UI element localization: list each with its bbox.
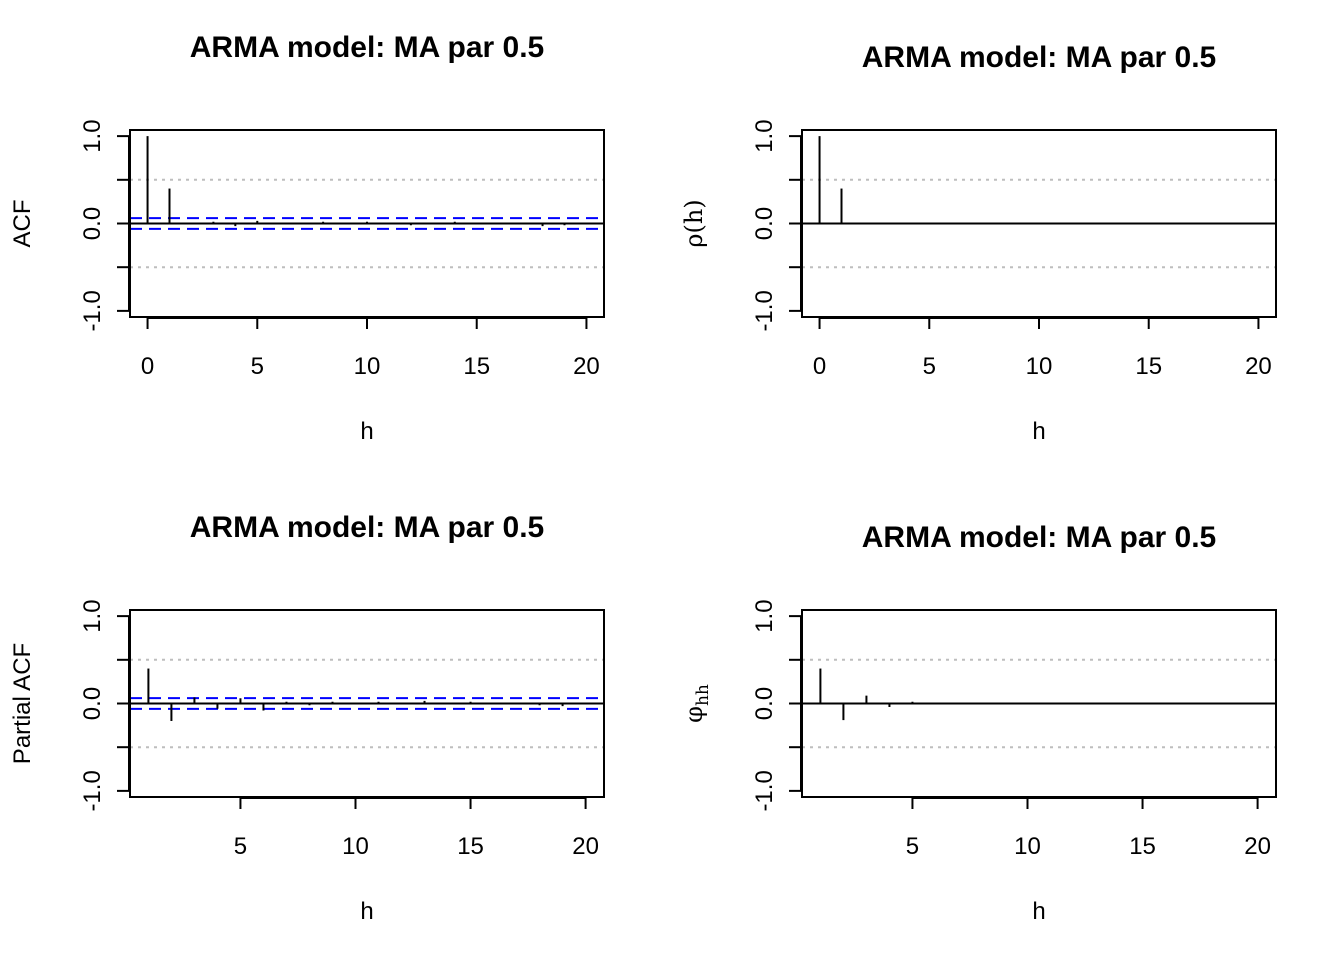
chart-panel-1: 0 5 10 15 20 -1.0 0.0 1.0 ARMA model: MA par 0.5… [9,31,605,445]
chart-title: ARMA model: MA par 0.5 [862,521,1216,554]
x-tick-label: 10 [342,833,369,860]
y-tick-label: 0.0 [79,687,106,720]
x-axis-label: h [360,898,373,925]
chart-title: ARMA model: MA par 0.5 [190,511,544,544]
x-tick-label: 0 [141,353,154,380]
x-tick-label: 5 [251,353,264,380]
y-tick-label: 1.0 [751,119,778,152]
x-tick-label: 15 [457,833,484,860]
x-tick-label: 5 [906,833,919,860]
y-tick-label: 0.0 [79,207,106,240]
y-tick-label: 1.0 [79,599,106,632]
x-axis-label: h [1032,418,1045,445]
x-tick-label: 15 [1129,833,1156,860]
y-tick-label: -1.0 [79,770,106,811]
y-tick-label: 1.0 [751,599,778,632]
chart-panel-2: 0 5 10 15 20 -1.0 0.0 1.0 ARMA model: MA par 0.5… [680,41,1277,445]
y-tick-label: 0.0 [751,687,778,720]
y-axis-label-symbol: φ [680,706,708,723]
chart-title: ARMA model: MA par 0.5 [190,31,544,64]
y-axis-label: ACF [9,200,36,248]
x-tick-label: 10 [354,353,381,380]
x-tick-label: 20 [1245,353,1272,380]
y-axis-label: φhh [680,684,713,723]
x-axis-label: h [1032,898,1045,925]
x-tick-label: 20 [1244,833,1271,860]
y-tick-label: -1.0 [79,290,106,331]
y-tick-label: -1.0 [751,290,778,331]
x-tick-label: 20 [573,353,600,380]
y-tick-label: 1.0 [79,119,106,152]
y-tick-label: -1.0 [751,770,778,811]
y-tick-label: 0.0 [751,207,778,240]
x-tick-label: 15 [463,353,490,380]
chart-panel-4: 5 10 15 20 -1.0 0.0 1.0 ARMA model: MA par 0.5 h… [680,521,1277,925]
x-tick-label: 10 [1026,353,1053,380]
x-tick-label: 20 [572,833,599,860]
x-tick-label: 10 [1014,833,1041,860]
x-tick-label: 5 [234,833,247,860]
chart-panel-3: 5 10 15 20 -1.0 0.0 1.0 ARMA model: MA par 0.5 h… [9,511,605,925]
y-axis-label: Partial ACF [9,643,36,764]
x-tick-label: 5 [923,353,936,380]
x-axis-label: h [360,418,373,445]
y-axis-label-subscript: hh [693,684,713,706]
chart-title: ARMA model: MA par 0.5 [862,41,1216,74]
y-axis-label: ρ(h) [680,199,708,247]
x-tick-label: 15 [1135,353,1162,380]
x-tick-label: 0 [813,353,826,380]
